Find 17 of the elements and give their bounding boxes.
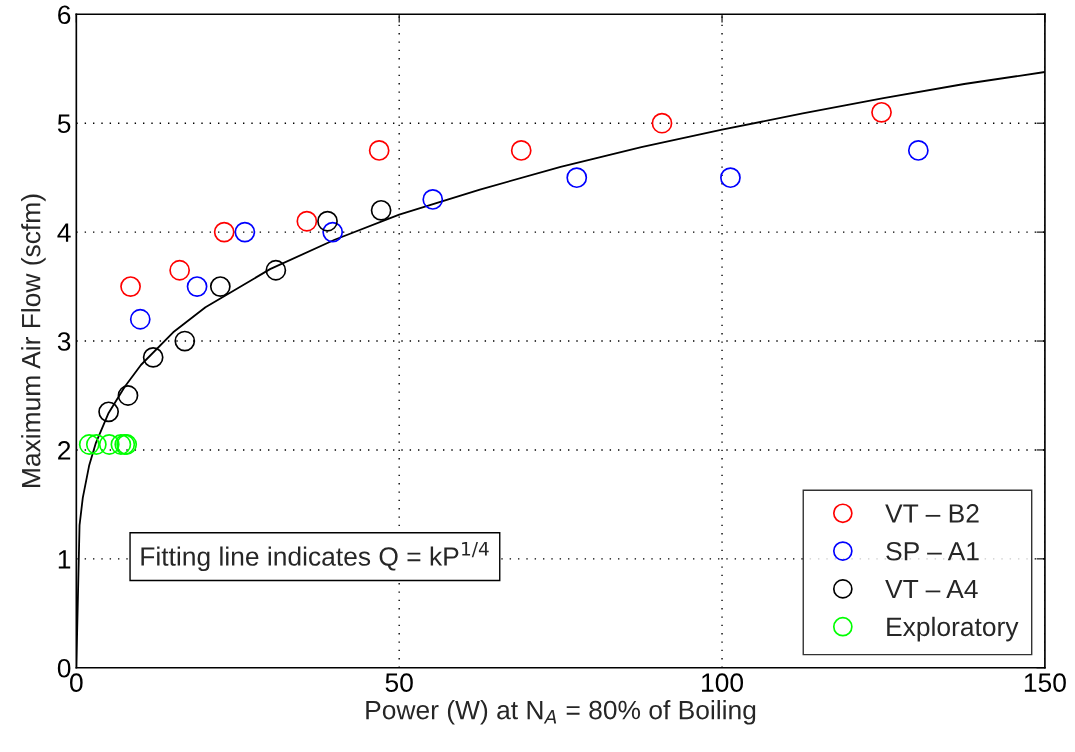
y-axis-title: Maximum Air Flow (scfm) (21, 194, 46, 487)
y-tick-label: 4 (57, 223, 71, 242)
legend-label: VT – A4 (885, 579, 978, 599)
legend-label: SP – A1 (886, 541, 979, 561)
x-tick-label: 150 (1024, 673, 1066, 693)
y-tick-label: 6 (58, 5, 71, 25)
legend-label: VT – B2 (885, 504, 979, 523)
annotation: Fitting line indicates Q = kP$^{1/4}$ (141, 542, 489, 572)
x-tick-label: 50 (385, 673, 413, 693)
y-tick-label: 3 (57, 332, 71, 351)
y-tick-label: 1 (58, 550, 71, 569)
y-tick-label: 5 (57, 114, 71, 134)
legend-label: Exploratory (887, 616, 1019, 642)
y-tick-label: 0 (57, 658, 71, 678)
x-axis-title: Power (W) at N$_{A}$ = 80% of Boiling (366, 700, 756, 725)
y-tick-label: 2 (58, 441, 71, 460)
x-tick-label: 100 (702, 673, 744, 693)
